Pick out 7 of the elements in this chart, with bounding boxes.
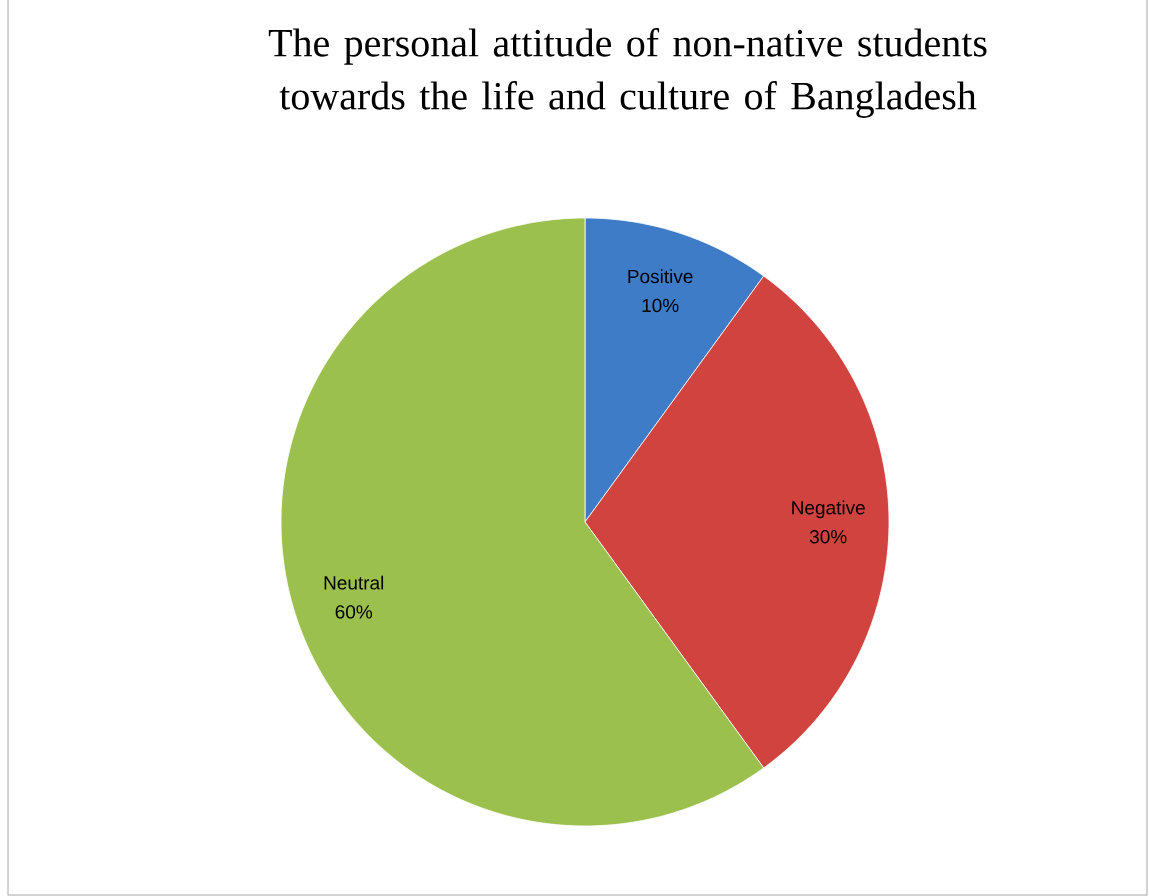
data-label: 30% (809, 530, 847, 544)
chart-title: The personal attitude of non-native students towards the life and culture of Bangladesh (268, 28, 987, 118)
slice-label: Positive (628, 269, 693, 284)
data-label: 60% (335, 605, 373, 619)
data-label: 10% (642, 298, 679, 313)
slice-label: Neutral (324, 575, 384, 590)
slice-label: Negative (792, 500, 865, 519)
